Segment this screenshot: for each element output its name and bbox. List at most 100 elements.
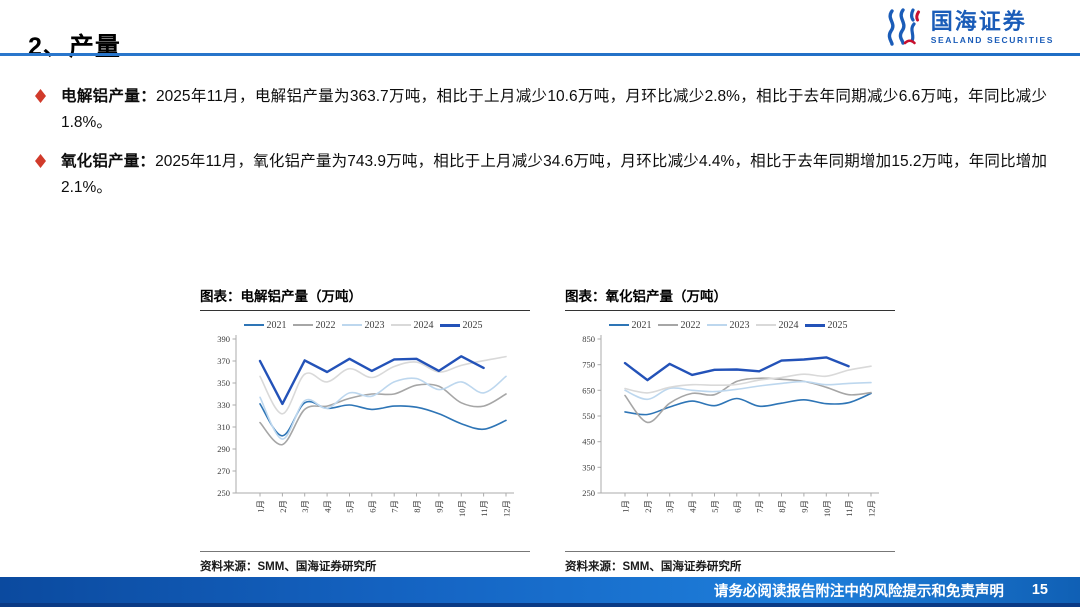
legend-line-swatch [804,323,825,327]
svg-text:5月: 5月 [710,500,720,513]
svg-text:7月: 7月 [390,500,400,513]
svg-text:850: 850 [582,334,595,344]
footer-bottom-strip [0,603,1080,607]
legend-line-swatch [390,324,411,326]
legend-item-2024: 2024 [755,319,803,331]
svg-text:370: 370 [217,356,230,366]
svg-text:9月: 9月 [434,500,444,513]
page-title: 2、产量 [28,32,121,61]
svg-text:10月: 10月 [457,500,467,517]
svg-text:250: 250 [582,488,595,498]
chart-legend: 2021 2022 2023 2024 2025 [565,319,895,331]
svg-text:390: 390 [217,334,230,344]
svg-text:550: 550 [582,411,595,421]
title-divider [0,53,1080,56]
legend-item-2023: 2023 [706,319,754,331]
legend-line-swatch [608,324,629,326]
svg-text:8月: 8月 [777,500,787,513]
legend-label: 2021 [266,319,287,331]
svg-text:290: 290 [217,444,230,454]
legend-label: 2025 [827,319,848,331]
logo-text: 国海证券 SEALAND SECURITIES [931,10,1054,46]
svg-text:350: 350 [217,378,230,388]
bullet-body: 2025年11月，电解铝产量为363.7万吨，相比于上月减少10.6万吨，月环比… [61,88,1047,131]
legend-item-2024: 2024 [390,319,438,331]
svg-text:8月: 8月 [412,500,422,513]
svg-text:350: 350 [582,462,595,472]
svg-text:310: 310 [217,422,230,432]
svg-text:750: 750 [582,360,595,370]
chart-source: 资料来源：SMM、国海证券研究所 [565,551,895,574]
charts-row: 图表：电解铝产量（万吨） 2021 2022 2023 2024 2025 250 270… [200,285,895,574]
svg-text:1月: 1月 [256,500,266,513]
legend-line-swatch [341,324,362,326]
legend-label: 2024 [778,319,799,331]
legend-item-2021: 2021 [608,319,656,331]
legend-item-2025: 2025 [439,319,487,331]
bullet-body: 2025年11月，氧化铝产量为743.9万吨，相比于上月减少34.6万吨，月环比… [61,153,1047,196]
legend-label: 2021 [631,319,652,331]
bullet-lead: 电解铝产量： [61,88,157,105]
svg-text:1月: 1月 [621,500,631,513]
chart-title: 图表：电解铝产量（万吨） [200,285,530,311]
legend-line-swatch [243,324,264,326]
legend-line-swatch [706,324,727,326]
svg-text:6月: 6月 [367,500,377,513]
svg-text:11月: 11月 [479,500,489,517]
svg-text:4月: 4月 [688,500,698,513]
chart-source: 资料来源：SMM、国海证券研究所 [200,551,530,574]
bullet-item-alumina: 氧化铝产量：2025年11月，氧化铝产量为743.9万吨，相比于上月减少34.6… [35,149,1047,201]
svg-text:9月: 9月 [799,500,809,513]
summary-bullets: 电解铝产量：2025年11月，电解铝产量为363.7万吨，相比于上月减少10.6… [35,84,1047,214]
diamond-bullet-icon [35,154,46,168]
legend-item-2023: 2023 [341,319,389,331]
bullet-item-electrolytic-aluminum: 电解铝产量：2025年11月，电解铝产量为363.7万吨，相比于上月减少10.6… [35,84,1047,136]
legend-line-swatch [657,324,678,326]
svg-text:5月: 5月 [345,500,355,513]
legend-label: 2024 [413,319,434,331]
disclaimer-text: 请务必阅读报告附注中的风险提示和免责声明 [713,583,1004,600]
svg-text:2月: 2月 [278,500,288,513]
bullet-lead: 氧化铝产量： [61,153,156,170]
svg-text:270: 270 [217,466,230,476]
svg-text:650: 650 [582,385,595,395]
legend-label: 2022 [315,319,336,331]
chart-panel-electrolytic-aluminum: 图表：电解铝产量（万吨） 2021 2022 2023 2024 2025 250 270… [200,285,530,574]
line-chart-alumina: 250 350 450 550 650 750 850 1月 2月 3月 4月 5月 6月 7月 8月 9月 1… [565,331,895,549]
legend-item-2021: 2021 [243,319,291,331]
legend-line-swatch [292,324,313,326]
sealand-logo-mark [887,8,920,46]
diamond-bullet-icon [35,89,46,103]
legend-line-swatch [439,323,460,327]
svg-text:330: 330 [217,400,230,410]
legend-item-2025: 2025 [804,319,852,331]
sealand-logo: 国海证券 SEALAND SECURITIES [880,8,1054,48]
line-chart-electrolytic-aluminum: 250 270 290 310 330 350 370 390 1月 2月 3月 4月 5月 6月 7月 8月… [200,331,530,549]
svg-text:6月: 6月 [732,500,742,513]
svg-text:12月: 12月 [867,500,877,517]
svg-text:3月: 3月 [300,500,310,513]
logo-name-cn: 国海证券 [930,9,1027,35]
svg-text:4月: 4月 [323,500,333,513]
svg-text:250: 250 [217,488,230,498]
logo-name-en: SEALAND SECURITIES [930,35,1054,46]
legend-label: 2023 [729,319,750,331]
legend-item-2022: 2022 [657,319,705,331]
legend-label: 2023 [364,319,385,331]
svg-text:11月: 11月 [844,500,854,517]
footer-disclaimer-bar: 请务必阅读报告附注中的风险提示和免责声明 15 [0,577,1080,603]
legend-label: 2022 [680,319,701,331]
svg-text:12月: 12月 [502,500,512,517]
chart-legend: 2021 2022 2023 2024 2025 [200,319,530,331]
svg-text:7月: 7月 [755,500,765,513]
legend-label: 2025 [462,319,483,331]
legend-line-swatch [755,324,776,326]
svg-text:10月: 10月 [822,500,832,517]
bullet-text: 氧化铝产量：2025年11月，氧化铝产量为743.9万吨，相比于上月减少34.6… [61,149,1047,201]
page-number: 15 [1031,582,1048,598]
chart-title: 图表：氧化铝产量（万吨） [565,285,895,311]
svg-text:2月: 2月 [643,500,653,513]
chart-panel-alumina: 图表：氧化铝产量（万吨） 2021 2022 2023 2024 2025 250 350… [565,285,895,574]
svg-text:3月: 3月 [665,500,675,513]
svg-text:450: 450 [582,437,595,447]
